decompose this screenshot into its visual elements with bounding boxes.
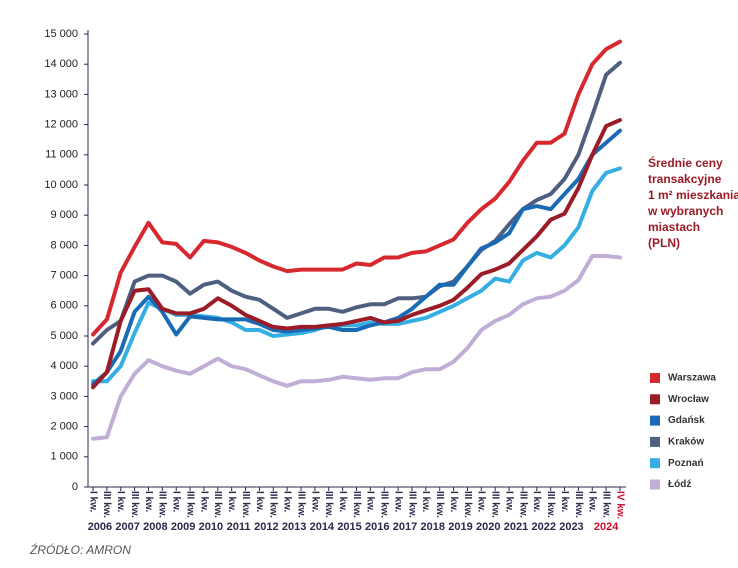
year-label: 2008 (143, 521, 167, 533)
x-tick-label: III kw. (101, 491, 112, 518)
year-label: 2007 (115, 521, 139, 533)
x-tick-label: III kw. (600, 491, 611, 518)
year-label: 2017 (393, 521, 417, 533)
year-label: 2009 (171, 521, 195, 533)
x-tick-label: I kw. (226, 491, 237, 513)
annotation: 1 m² mieszkania (648, 188, 738, 202)
series-line (91, 128, 622, 387)
x-tick-label: III kw. (268, 491, 279, 518)
x-tick-label: I kw. (337, 491, 348, 513)
annotation: miastach (648, 220, 700, 234)
x-tick-label: III kw. (517, 491, 528, 518)
x-tick-label: I kw. (309, 491, 320, 513)
x-tick-label: III kw. (490, 491, 501, 518)
year-label: 2022 (531, 521, 555, 533)
legend-label: Gdańsk (668, 415, 705, 426)
legend-swatch (650, 373, 660, 383)
legend-label: Warszawa (668, 373, 716, 384)
x-tick-label: I kw. (115, 491, 126, 513)
annotation: transakcyjne (648, 172, 722, 186)
x-tick-label: III kw. (545, 491, 556, 518)
y-tick-label: 9 000 (50, 209, 78, 221)
year-label: 2010 (199, 521, 223, 533)
x-tick-label: I kw. (282, 491, 293, 513)
year-label: 2024 (594, 521, 619, 533)
y-tick-label: 7 000 (50, 270, 78, 282)
x-tick-label: I kw. (476, 491, 487, 513)
y-tick-label: 12 000 (44, 119, 78, 131)
y-tick-label: 14 000 (44, 58, 78, 70)
annotation: Średnie ceny (648, 155, 723, 170)
year-label: 2013 (282, 521, 306, 533)
x-tick-label: III kw. (212, 491, 223, 518)
x-tick-label: I kw. (198, 491, 209, 513)
legend-swatch (650, 479, 660, 490)
x-tick-label: I kw. (420, 491, 431, 513)
y-tick-label: 5 000 (50, 330, 78, 342)
x-tick-label: I kw. (143, 491, 154, 513)
legend-label: Wrocław (668, 394, 709, 405)
legend-label: Łódź (668, 479, 691, 490)
y-tick-label: 13 000 (44, 88, 78, 100)
x-tick-label: I kw. (448, 491, 459, 513)
legend-swatch (650, 394, 660, 405)
legend-label: Poznań (668, 458, 704, 469)
year-label: 2020 (476, 521, 500, 533)
year-label: 2019 (448, 521, 472, 533)
year-label: 2023 (559, 521, 583, 533)
x-tick-label: III kw. (351, 491, 362, 518)
y-tick-label: 2 000 (50, 421, 78, 433)
annotation: w wybranych (647, 204, 723, 218)
x-tick-label: III kw. (323, 491, 334, 518)
series-line (91, 39, 622, 337)
source: ŹRÓDŁO: AMRON (29, 542, 131, 557)
year-label: 2014 (310, 521, 335, 533)
x-tick-label: I kw. (559, 491, 570, 513)
legend-swatch (650, 436, 660, 447)
y-tick-label: 6 000 (50, 300, 78, 312)
x-tick-label: I kw. (254, 491, 265, 513)
year-label: 2006 (88, 521, 112, 533)
year-label: 2012 (254, 521, 278, 533)
legend-swatch (650, 415, 660, 426)
x-tick-label: III kw. (295, 491, 306, 518)
series-line (91, 254, 622, 441)
x-tick-label: III kw. (573, 491, 584, 518)
x-tick-label: I kw. (531, 491, 542, 513)
x-tick-label: III kw. (129, 491, 140, 518)
x-tick-label: I kw. (87, 491, 98, 513)
annotation: (PLN) (648, 236, 680, 250)
legend-swatch (650, 458, 660, 469)
x-tick-label: I kw. (503, 491, 514, 513)
y-tick-label: 0 (72, 481, 78, 493)
x-tick-label: III kw. (462, 491, 473, 518)
x-tick-label: I kw. (171, 491, 182, 513)
x-tick-label: III kw. (184, 491, 195, 518)
series-line (91, 60, 622, 346)
x-tick-label: III kw. (379, 491, 390, 518)
series-line (91, 118, 622, 390)
y-tick-label: 1 000 (50, 451, 78, 463)
x-tick-label: III kw. (157, 491, 168, 518)
x-tick-label: I kw. (392, 491, 403, 513)
y-tick-label: 11 000 (45, 149, 78, 161)
x-tick-label: IV kw. (614, 491, 625, 519)
year-label: 2018 (421, 521, 445, 533)
x-tick-label: I kw. (365, 491, 376, 513)
year-label: 2015 (337, 521, 361, 533)
y-tick-label: 4 000 (50, 360, 78, 372)
y-tick-label: 15 000 (44, 28, 78, 40)
year-label: 2021 (504, 521, 528, 533)
x-tick-label: III kw. (434, 491, 445, 518)
y-tick-label: 10 000 (44, 179, 78, 191)
y-tick-label: 3 000 (50, 390, 78, 402)
y-tick-label: 8 000 (50, 239, 78, 251)
x-tick-label: III kw. (240, 491, 251, 518)
legend-label: Kraków (668, 437, 704, 448)
year-label: 2011 (227, 521, 251, 533)
x-tick-label: III kw. (406, 491, 417, 518)
year-label: 2016 (365, 521, 389, 533)
x-tick-label: I kw. (587, 491, 598, 513)
